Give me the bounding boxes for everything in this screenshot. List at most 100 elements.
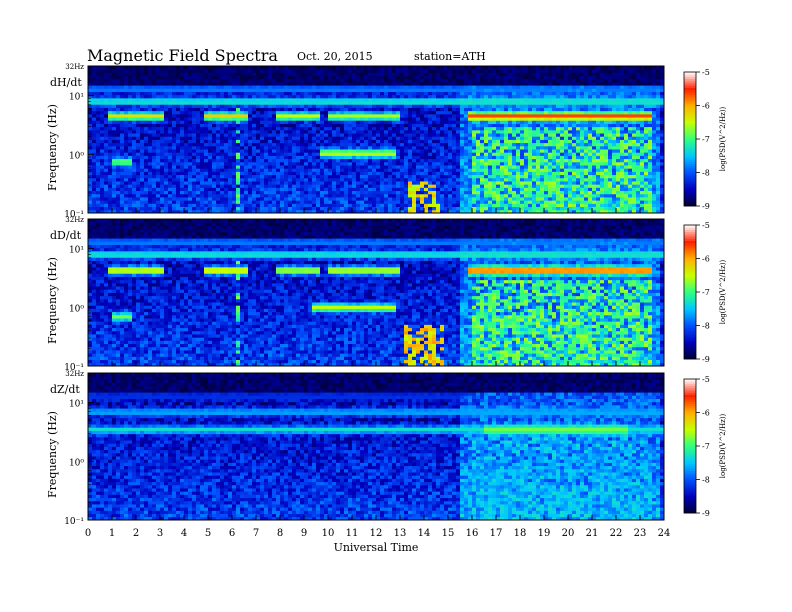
spectrogram-cell bbox=[324, 191, 328, 195]
spectrogram-cell bbox=[132, 108, 136, 112]
spectrogram-cell bbox=[476, 117, 480, 121]
spectrogram-cell bbox=[148, 175, 152, 179]
spectrogram-cell bbox=[304, 108, 308, 112]
spectrogram-cell bbox=[132, 175, 136, 179]
spectrogram-cell bbox=[416, 207, 420, 211]
spectrogram-cell bbox=[96, 194, 100, 198]
spectrogram-cell bbox=[148, 124, 152, 128]
spectrogram-cell bbox=[508, 95, 512, 99]
spectrogram-cell bbox=[240, 175, 244, 179]
spectrogram-cell bbox=[160, 111, 164, 115]
spectrogram-cell bbox=[92, 168, 96, 172]
spectrogram-cell bbox=[272, 101, 276, 105]
spectrogram-cell bbox=[380, 140, 384, 144]
spectrogram-cell bbox=[300, 82, 304, 86]
spectrogram-cell bbox=[496, 207, 500, 211]
spectrogram-cell bbox=[144, 88, 148, 92]
spectrogram-cell bbox=[224, 133, 228, 137]
spectrogram-cell bbox=[188, 175, 192, 179]
spectrogram-cell bbox=[136, 76, 140, 80]
spectrogram-cell bbox=[376, 159, 380, 163]
spectrogram-cell bbox=[88, 120, 92, 124]
spectrogram-cell bbox=[488, 108, 492, 112]
spectrogram-cell bbox=[156, 72, 160, 76]
spectrogram-cell bbox=[344, 149, 348, 153]
spectrogram-cell bbox=[204, 197, 208, 201]
spectrogram-cell bbox=[88, 165, 92, 169]
spectrogram-cell bbox=[220, 152, 224, 156]
spectrogram-cell bbox=[372, 194, 376, 198]
spectrogram-cell bbox=[288, 98, 292, 102]
spectrogram-cell bbox=[180, 146, 184, 150]
spectrogram-cell bbox=[448, 165, 452, 169]
spectrogram-cell bbox=[496, 146, 500, 150]
spectrogram-cell bbox=[484, 194, 488, 198]
spectrogram-cell bbox=[472, 152, 476, 156]
spectrogram-cell bbox=[128, 82, 132, 86]
spectrogram-cell bbox=[428, 149, 432, 153]
spectrogram-cell bbox=[288, 104, 292, 108]
spectrogram-cell bbox=[152, 178, 156, 182]
spectrogram-cell bbox=[400, 124, 404, 128]
spectrogram-cell bbox=[264, 104, 268, 108]
spectrogram-cell bbox=[320, 165, 324, 169]
spectrogram-cell bbox=[168, 111, 172, 115]
spectrogram-cell bbox=[420, 194, 424, 198]
spectrogram-cell bbox=[380, 127, 384, 131]
spectrogram-cell bbox=[164, 101, 168, 105]
spectrogram-cell bbox=[380, 114, 384, 118]
spectrogram-cell bbox=[308, 168, 312, 172]
spectrogram-cell bbox=[464, 114, 468, 118]
spectrogram-cell bbox=[460, 66, 464, 70]
spectrogram-cell bbox=[460, 184, 464, 188]
spectrogram-cell bbox=[444, 162, 448, 166]
spectrogram-cell bbox=[196, 101, 200, 105]
spectrogram-cell bbox=[456, 82, 460, 86]
spectrogram-cell bbox=[100, 140, 104, 144]
spectrogram-cell bbox=[504, 124, 508, 128]
spectrogram-cell bbox=[148, 171, 152, 175]
spectrogram-cell bbox=[196, 85, 200, 89]
spectrogram-cell bbox=[404, 66, 408, 70]
spectrogram-cell bbox=[400, 175, 404, 179]
spectrogram-cell bbox=[408, 69, 412, 73]
spectrogram-cell bbox=[100, 181, 104, 185]
spectrogram-cell bbox=[500, 187, 504, 191]
spectrogram-cell bbox=[264, 88, 268, 92]
spectrogram-cell bbox=[472, 149, 476, 153]
spectrogram-cell bbox=[456, 175, 460, 179]
spectrogram-cell bbox=[512, 82, 516, 86]
spectrogram-cell bbox=[120, 85, 124, 89]
spectrogram-cell bbox=[100, 108, 104, 112]
spectrogram-cell bbox=[396, 197, 400, 201]
spectrogram-cell bbox=[216, 162, 220, 166]
spectrogram-cell bbox=[240, 191, 244, 195]
spectrogram-cell bbox=[132, 98, 136, 102]
spectrogram-cell bbox=[156, 117, 160, 121]
spectrogram-cell bbox=[232, 88, 236, 92]
spectrogram-cell bbox=[508, 133, 512, 137]
spectrogram-cell bbox=[236, 175, 240, 179]
spectrogram-cell bbox=[292, 181, 296, 185]
spectrogram-cell bbox=[140, 108, 144, 112]
spectrogram-cell bbox=[416, 197, 420, 201]
spectrogram-cell bbox=[132, 127, 136, 131]
spectrogram-cell bbox=[116, 104, 120, 108]
spectrogram-cell bbox=[148, 149, 152, 153]
spectrogram-cell bbox=[300, 95, 304, 99]
spectrogram-cell bbox=[280, 140, 284, 144]
spectrogram-cell bbox=[224, 203, 228, 207]
spectrogram-cell bbox=[200, 76, 204, 80]
spectrogram-cell bbox=[500, 207, 504, 211]
spectrogram-cell bbox=[272, 130, 276, 134]
spectrogram-cell bbox=[400, 152, 404, 156]
spectrogram-cell bbox=[344, 114, 348, 118]
spectrogram-cell bbox=[420, 120, 424, 124]
spectrogram-cell bbox=[496, 79, 500, 83]
spectrogram-cell bbox=[268, 155, 272, 159]
spectrogram-cell bbox=[416, 82, 420, 86]
spectrogram-cell bbox=[312, 66, 316, 70]
spectrogram-cell bbox=[184, 85, 188, 89]
spectrogram-cell bbox=[396, 143, 400, 147]
spectrogram-cell bbox=[380, 85, 384, 89]
